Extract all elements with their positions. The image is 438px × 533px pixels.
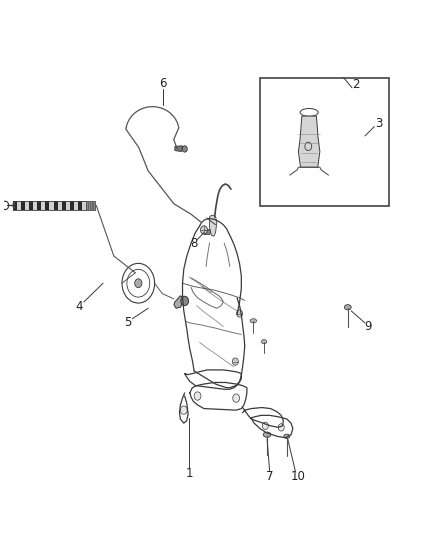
Text: 10: 10 [291, 470, 306, 483]
Text: 9: 9 [364, 320, 372, 333]
Ellipse shape [284, 434, 290, 438]
Text: 3: 3 [375, 117, 382, 131]
Text: 4: 4 [76, 300, 83, 313]
Text: 1: 1 [185, 467, 193, 480]
Polygon shape [46, 201, 49, 209]
Circle shape [181, 296, 188, 306]
Polygon shape [209, 215, 217, 236]
Text: 6: 6 [159, 77, 167, 90]
Text: 8: 8 [191, 237, 198, 250]
Polygon shape [74, 201, 78, 209]
Polygon shape [175, 146, 184, 151]
Circle shape [194, 392, 201, 400]
Polygon shape [62, 201, 66, 209]
Polygon shape [57, 201, 62, 209]
Text: 2: 2 [353, 78, 360, 91]
Polygon shape [298, 116, 320, 167]
Polygon shape [25, 201, 29, 209]
Ellipse shape [250, 319, 257, 323]
Polygon shape [174, 296, 184, 308]
Circle shape [262, 422, 268, 430]
Polygon shape [203, 229, 211, 235]
Circle shape [233, 394, 240, 402]
Circle shape [232, 358, 238, 365]
Polygon shape [66, 201, 70, 209]
Polygon shape [49, 201, 53, 209]
Polygon shape [86, 201, 95, 209]
Circle shape [237, 310, 243, 317]
Circle shape [278, 424, 284, 431]
Polygon shape [78, 201, 82, 209]
Circle shape [182, 146, 187, 152]
Polygon shape [37, 201, 41, 209]
Ellipse shape [261, 340, 267, 344]
Circle shape [180, 406, 187, 414]
Ellipse shape [263, 432, 271, 437]
Polygon shape [70, 201, 74, 209]
Circle shape [201, 226, 208, 234]
Polygon shape [21, 201, 25, 209]
Text: 7: 7 [266, 470, 273, 483]
Polygon shape [17, 201, 21, 209]
Polygon shape [13, 201, 17, 209]
Polygon shape [82, 201, 86, 209]
Circle shape [135, 279, 142, 288]
Polygon shape [33, 201, 37, 209]
Bar [260, 78, 389, 206]
Polygon shape [29, 201, 33, 209]
Polygon shape [41, 201, 46, 209]
Ellipse shape [344, 305, 351, 310]
Text: 5: 5 [124, 316, 132, 329]
Polygon shape [53, 201, 57, 209]
Ellipse shape [13, 201, 15, 209]
